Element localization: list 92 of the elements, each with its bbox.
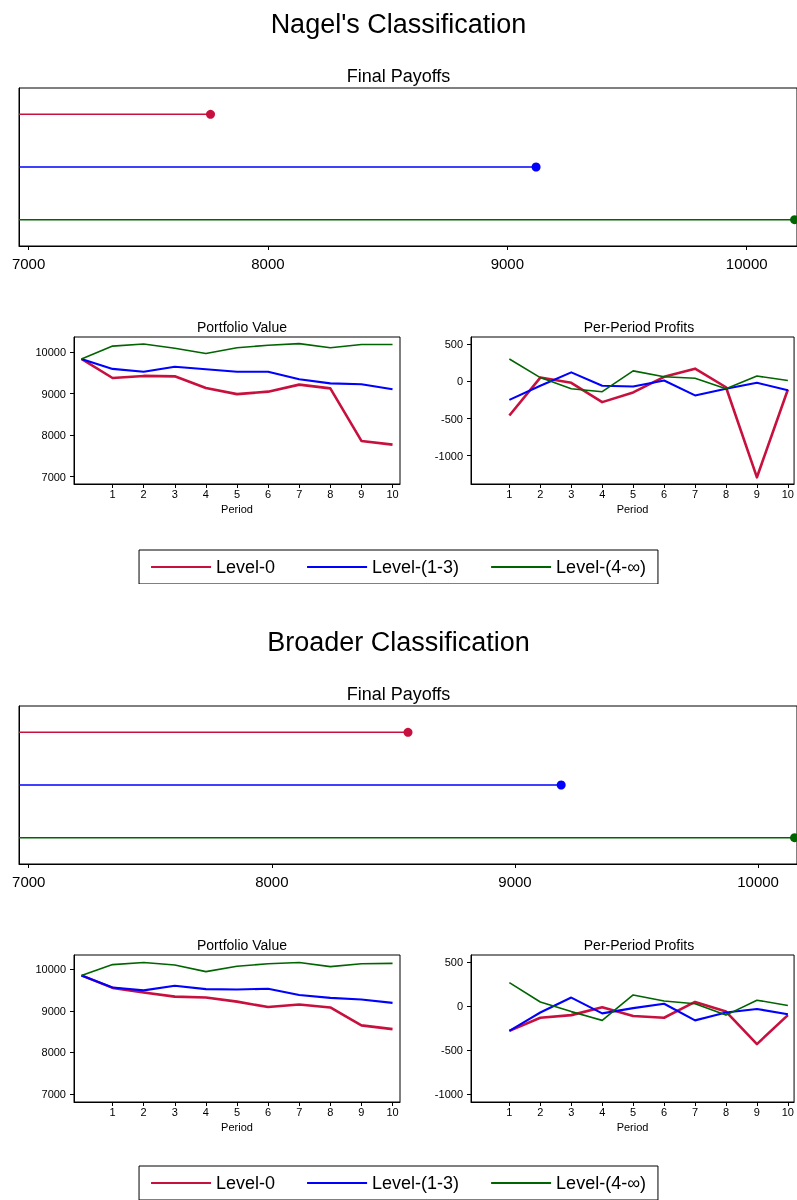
x-tick-label: 5 [630, 487, 637, 500]
x-tick-label: 2 [537, 487, 544, 500]
x-tick-label: 4 [599, 1105, 606, 1118]
line-series [508, 358, 789, 393]
y-tick-label: 0 [456, 375, 463, 388]
x-tick-label: 7 [691, 487, 699, 500]
x-tick-label: 3 [171, 487, 178, 500]
chart-subtitle: Final Payoffs [346, 684, 451, 704]
y-tick-label: 8000 [41, 1046, 66, 1059]
x-tick-label: 7 [691, 1105, 699, 1118]
x-axis-title: Period [221, 1121, 253, 1134]
chart-title: Nagel's Classification [270, 8, 527, 39]
line-series [508, 996, 789, 1032]
x-tick-label: 10000 [725, 255, 768, 272]
legend-label: Level-(1-3) [372, 557, 460, 577]
x-tick-label: 1 [109, 1105, 116, 1118]
x-tick-label: 8000 [255, 873, 289, 890]
chart-subtitle: Final Payoffs [346, 66, 451, 86]
legend-label: Level-(4-∞) [556, 557, 646, 577]
y-tick-label: 9000 [41, 1004, 66, 1017]
x-tick-label: 8000 [251, 255, 285, 272]
x-tick-label: 9 [753, 487, 760, 500]
x-tick-label: 8 [722, 487, 730, 500]
y-tick-label: 500 [444, 338, 463, 351]
chart-title: Portfolio Value [196, 319, 288, 335]
chart-title: Per-Period Profits [583, 319, 695, 335]
y-tick-label: -500 [440, 1044, 463, 1057]
chart-title: Portfolio Value [196, 937, 288, 953]
x-tick-label: 6 [661, 1105, 668, 1118]
x-tick-label: 8 [327, 487, 334, 500]
x-tick-label: 7000 [12, 873, 46, 890]
x-tick-label: 8 [327, 1105, 334, 1118]
x-tick-label: 9 [753, 1105, 760, 1118]
x-tick-label: 1 [506, 1105, 513, 1118]
legend-label: Level-(4-∞) [556, 1173, 646, 1193]
line-series [508, 371, 789, 401]
chart-title: Broader Classification [267, 626, 530, 657]
line-series [80, 961, 394, 977]
x-tick-label: 1 [506, 487, 513, 500]
x-tick-label: 2 [140, 1105, 147, 1118]
x-tick-label: 4 [599, 487, 606, 500]
y-tick-label: 10000 [35, 963, 66, 976]
x-tick-label: 10 [781, 487, 795, 500]
x-tick-label: 4 [202, 487, 209, 500]
x-tick-label: 1 [109, 487, 116, 500]
x-tick-label: 4 [202, 1105, 209, 1118]
legend-label: Level-(1-3) [372, 1173, 460, 1193]
y-tick-label: 500 [444, 956, 463, 969]
line-series [80, 342, 394, 360]
x-axis-title: Period [221, 503, 253, 516]
x-tick-label: 5 [233, 1105, 241, 1118]
x-tick-label: 10 [781, 1105, 795, 1118]
x-tick-label: 10 [386, 487, 399, 500]
chart-title: Per-Period Profits [583, 937, 695, 953]
line-series [80, 357, 394, 391]
y-tick-label: -500 [440, 412, 463, 425]
x-tick-label: 6 [265, 487, 272, 500]
y-tick-label: -1000 [434, 1088, 463, 1101]
x-tick-label: 9 [358, 1105, 365, 1118]
x-tick-label: 9000 [498, 873, 532, 890]
x-tick-label: 7000 [11, 255, 46, 272]
x-tick-label: 10 [386, 1105, 399, 1118]
y-tick-label: 7000 [41, 1088, 66, 1101]
x-tick-label: 7 [296, 487, 303, 500]
x-tick-label: 6 [661, 487, 668, 500]
x-tick-label: 2 [140, 487, 147, 500]
x-tick-label: 7 [296, 1105, 303, 1118]
x-axis-title: Period [616, 503, 649, 516]
legend-label: Level-0 [216, 557, 276, 577]
y-tick-label: 10000 [35, 346, 66, 359]
line-series [508, 367, 790, 479]
x-tick-label: 3 [568, 1105, 575, 1118]
y-tick-label: 7000 [41, 470, 66, 483]
x-tick-label: 3 [171, 1105, 178, 1118]
x-tick-label: 6 [265, 1105, 272, 1118]
x-tick-label: 10000 [737, 873, 779, 890]
y-tick-label: 9000 [41, 387, 66, 400]
x-tick-label: 5 [233, 487, 241, 500]
y-tick-label: 8000 [41, 429, 66, 442]
x-axis-title: Period [616, 1121, 649, 1134]
line-series [508, 981, 789, 1022]
x-tick-label: 2 [537, 1105, 544, 1118]
line-series [80, 357, 394, 446]
legend-label: Level-0 [216, 1173, 276, 1193]
y-tick-label: -1000 [434, 449, 463, 462]
y-tick-label: 0 [456, 1000, 463, 1013]
x-tick-label: 8 [722, 1105, 730, 1118]
x-tick-label: 3 [568, 487, 575, 500]
x-tick-label: 5 [630, 1105, 637, 1118]
x-tick-label: 9000 [490, 255, 525, 272]
line-series [80, 974, 394, 1004]
x-tick-label: 9 [358, 487, 365, 500]
